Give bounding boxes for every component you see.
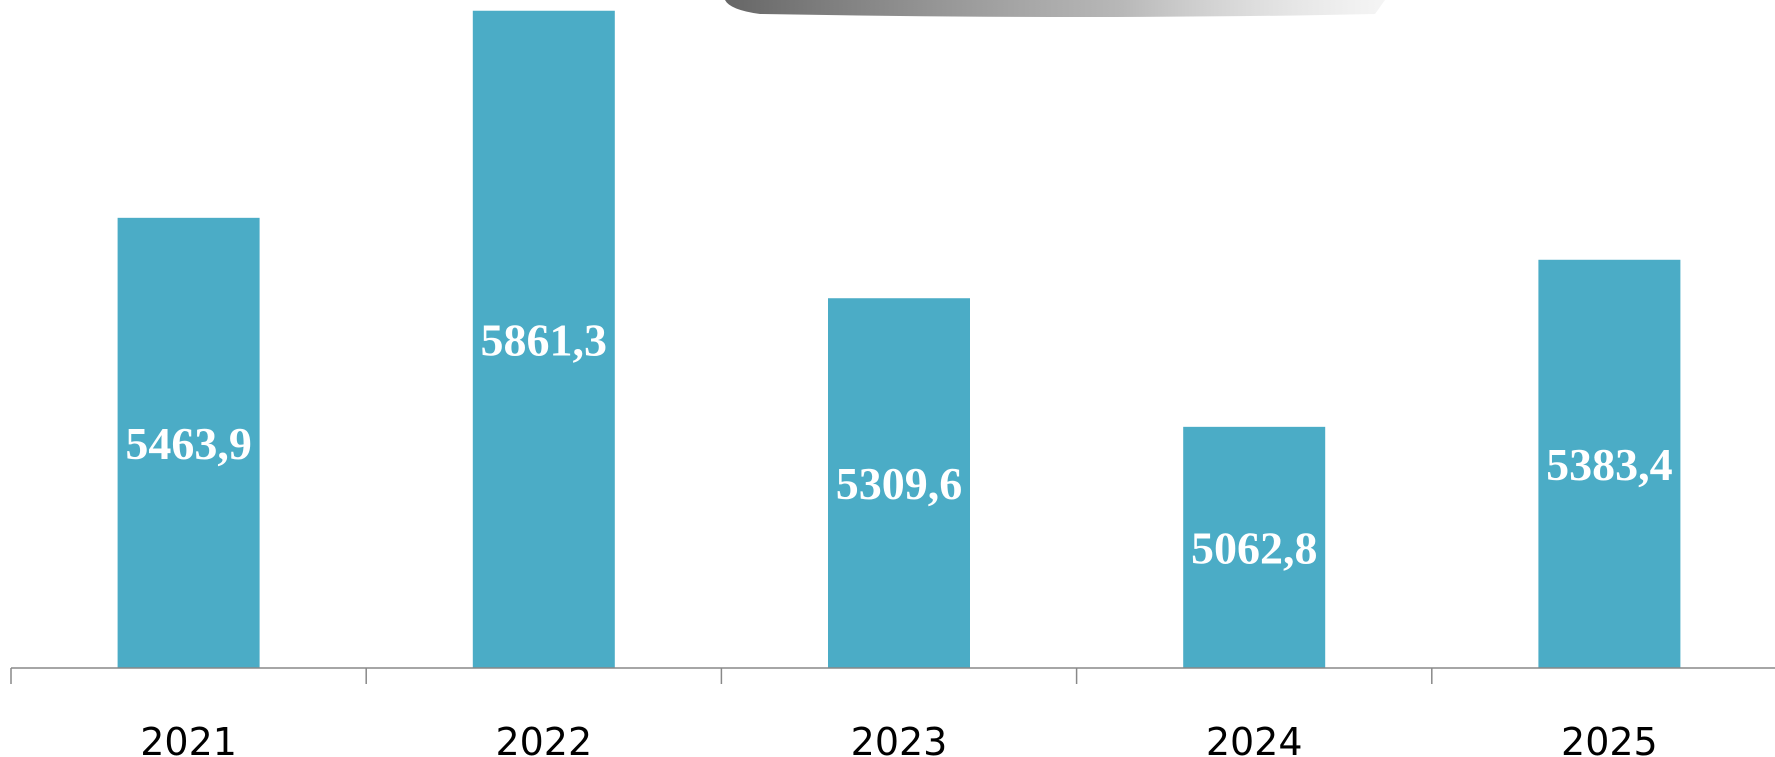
decorative-image-fragment [725,0,1385,17]
data-label: 5463,9 [125,418,252,469]
data-label: 5309,6 [836,458,963,509]
x-tick-label: 2024 [1206,720,1303,757]
x-tick-label: 2021 [140,720,237,757]
data-label: 5861,3 [481,314,608,365]
chart: 5463,9 2021 5861,3 2022 5309,6 2023 5062,8 2024… [0,0,1775,757]
x-tick-label: 2022 [495,720,592,757]
x-tick-label: 2025 [1561,720,1658,757]
data-label: 5383,4 [1546,439,1673,490]
x-tick-label: 2023 [851,720,948,757]
data-label: 5062,8 [1191,522,1318,573]
page: 5463,9 2021 5861,3 2022 5309,6 2023 5062,8 2024… [0,0,1775,757]
